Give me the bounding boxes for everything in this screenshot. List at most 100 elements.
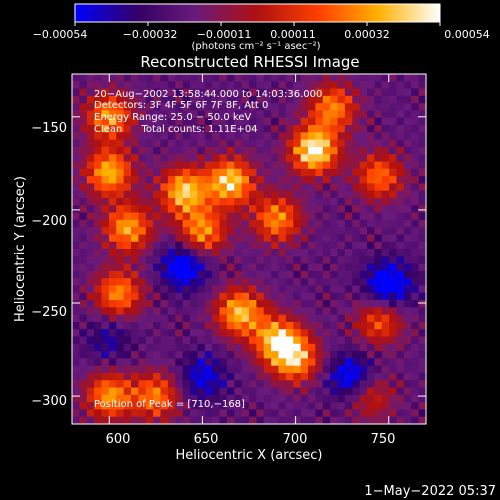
heatmap-cell <box>160 154 169 163</box>
heatmap-cell <box>145 103 154 112</box>
heatmap-cell <box>204 409 213 418</box>
heatmap-cell <box>212 117 221 126</box>
heatmap-cell <box>359 263 368 272</box>
heatmap-cell <box>381 212 390 221</box>
heatmap-cell <box>278 329 287 338</box>
heatmap-cell <box>167 190 176 199</box>
heatmap-cell <box>396 358 405 367</box>
heatmap-cell <box>138 402 147 411</box>
heatmap-cell <box>256 197 265 206</box>
heatmap-cell <box>315 307 324 316</box>
heatmap-cell <box>344 95 353 104</box>
heatmap-cell <box>308 416 316 425</box>
heatmap-cell <box>418 219 427 228</box>
heatmap-cell <box>138 161 147 170</box>
heatmap-cell <box>153 125 162 133</box>
heatmap-cell <box>204 81 213 90</box>
heatmap-cell <box>285 292 294 301</box>
heatmap-cell <box>278 358 287 367</box>
y-tick-label: −250 <box>31 305 67 320</box>
heatmap-cell <box>285 336 294 345</box>
heatmap-cell <box>315 380 324 389</box>
heatmap-cell <box>389 336 398 345</box>
heatmap-cell <box>374 227 383 236</box>
heatmap-cell <box>271 110 280 119</box>
heatmap-cell <box>344 321 353 330</box>
heatmap-cell <box>145 351 154 359</box>
heatmap-cell <box>72 292 80 301</box>
heatmap-cell <box>330 285 339 294</box>
heatmap-cell <box>167 292 176 301</box>
heatmap-cell <box>293 146 302 155</box>
heatmap-cell <box>226 307 235 316</box>
heatmap-cell <box>219 300 228 308</box>
heatmap-cell <box>359 117 368 126</box>
heatmap-cell <box>108 234 117 243</box>
colorbar-ticks <box>74 22 441 26</box>
heatmap-cell <box>138 88 147 97</box>
heatmap-cell <box>131 88 139 97</box>
heatmap-cell <box>212 256 221 265</box>
heatmap-cell <box>367 190 375 199</box>
heatmap-cell <box>101 336 110 345</box>
heatmap-cell <box>352 263 361 272</box>
heatmap-cell <box>300 358 309 367</box>
heatmap-cell <box>101 161 110 170</box>
heatmap-cell <box>204 278 213 287</box>
heatmap-cell <box>138 125 147 133</box>
heatmap-cell <box>322 219 331 228</box>
heatmap-cell <box>234 95 243 104</box>
heatmap-cell <box>197 351 206 359</box>
heatmap-cell <box>367 409 375 418</box>
heatmap-cell <box>278 132 287 141</box>
heatmap-cell <box>116 219 125 228</box>
heatmap-cell <box>94 270 103 279</box>
heatmap-cell <box>131 321 139 330</box>
heatmap-cell <box>234 74 243 82</box>
heatmap-cell <box>153 402 162 411</box>
heatmap-cell <box>153 256 162 265</box>
heatmap-cell <box>403 387 412 396</box>
heatmap-cell <box>418 256 427 265</box>
heatmap-cell <box>116 205 125 214</box>
heatmap-cell <box>344 234 353 243</box>
heatmap-cell <box>145 234 154 243</box>
heatmap-cell <box>396 307 405 316</box>
heatmap-cell <box>116 416 125 425</box>
heatmap-cell <box>190 336 198 345</box>
heatmap-cell <box>182 351 191 359</box>
heatmap-cell <box>197 183 206 192</box>
heatmap-cell <box>300 219 309 228</box>
heatmap-cell <box>285 394 294 403</box>
heatmap-cell <box>300 117 309 126</box>
heatmap-cell <box>293 365 302 374</box>
heatmap-cell <box>300 256 309 265</box>
heatmap-cell <box>204 300 213 308</box>
heatmap-cell <box>315 139 324 148</box>
heatmap-cell <box>389 256 398 265</box>
heatmap-cell <box>256 307 265 316</box>
heatmap-cell <box>285 227 294 236</box>
heatmap-cell <box>278 409 287 418</box>
heatmap-cell <box>374 300 383 308</box>
heatmap-cell <box>226 314 235 323</box>
heatmap-cell <box>197 139 206 148</box>
heatmap-cell <box>131 387 139 396</box>
heatmap-cell <box>381 314 390 323</box>
heatmap-cell <box>344 183 353 192</box>
heatmap-cell <box>241 263 250 272</box>
heatmap-cell <box>278 205 287 214</box>
heatmap-cell <box>337 387 346 396</box>
heatmap-cell <box>411 351 420 359</box>
heatmap-cell <box>79 183 88 192</box>
heatmap-cell <box>131 212 139 221</box>
heatmap-cell <box>271 190 280 199</box>
heatmap-cell <box>352 270 361 279</box>
heatmap-cell <box>182 227 191 236</box>
heatmap-cell <box>411 227 420 236</box>
heatmap-cell <box>411 103 420 112</box>
heatmap-cell <box>374 292 383 301</box>
heatmap-cell <box>322 409 331 418</box>
heatmap-cell <box>278 394 287 403</box>
heatmap-cell <box>94 117 103 126</box>
